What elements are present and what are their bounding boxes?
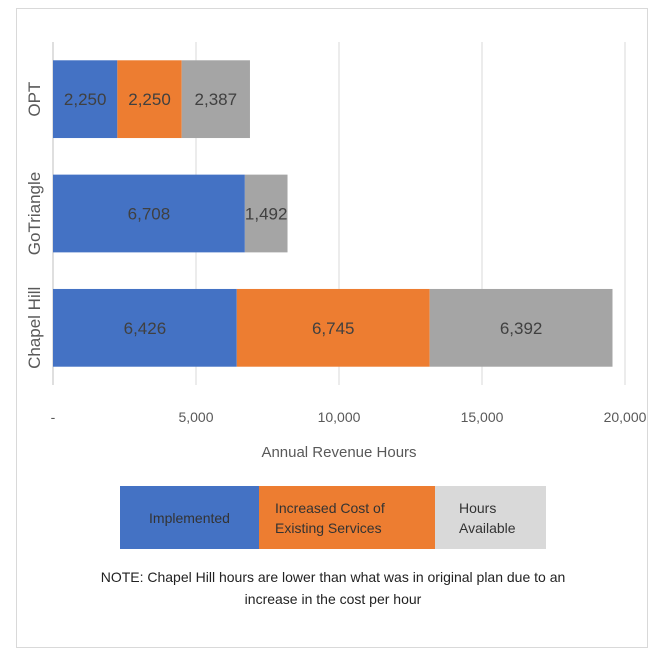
category-label: OPT [25,82,44,117]
legend-implemented: Implemented [120,486,259,549]
x-tick-label: 15,000 [461,409,504,425]
chart-plot: - 5,000 10,000 15,000 20,000 Annual Revenue H… [25,42,647,461]
x-tick-label: - [51,409,56,425]
data-label: 6,745 [312,319,355,338]
legend-implemented-label: Implemented [149,509,230,526]
bar-chapel-hill-hours-available [429,288,613,367]
bar-opt-increased-cost-of-existing-services [117,60,182,139]
bar-opt-implemented [53,60,118,139]
category-label: Chapel Hill [25,287,44,369]
legend-hours-available: Hours Available [435,486,546,549]
bar-gotriangle-hours-available [244,174,288,253]
legend-increased-cost-label: Increased Cost of Existing Services [275,499,385,536]
chart-legend: Implemented Increased Cost of Existing S… [120,486,546,549]
bar-chapel-hill-implemented [53,288,237,367]
bar-chapel-hill-increased-cost-of-existing-services [236,288,430,367]
x-tick-label: 5,000 [178,409,213,425]
legend-increased-cost: Increased Cost of Existing Services [259,486,435,549]
legend-hours-available-label: Hours Available [459,499,516,536]
category-label: GoTriangle [25,172,44,255]
data-label: 2,387 [195,90,238,109]
bar-opt-hours-available [181,60,250,139]
data-label: 2,250 [64,90,107,109]
bar-gotriangle-implemented [53,174,245,253]
data-label: 1,492 [245,205,288,224]
x-tick-label: 20,000 [604,409,647,425]
data-label: 6,708 [128,205,171,224]
data-label: 6,392 [500,319,543,338]
data-label: 2,250 [128,90,171,109]
chart-note: NOTE: Chapel Hill hours are lower than w… [100,569,566,607]
data-label: 6,426 [124,319,167,338]
x-axis-title: Annual Revenue Hours [261,444,416,461]
x-tick-label: 10,000 [318,409,361,425]
